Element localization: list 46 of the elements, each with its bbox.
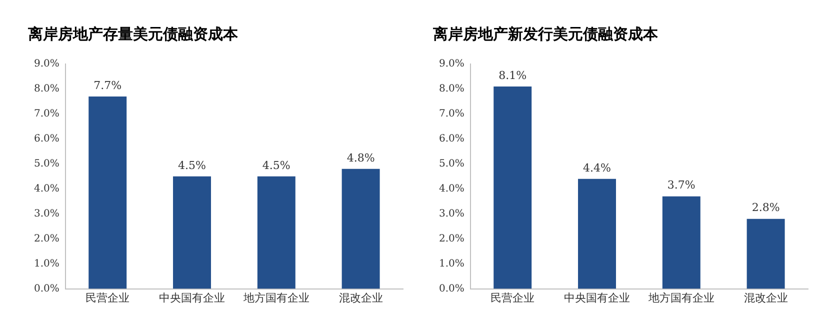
chart-title: 离岸房地产新发行美元债融资成本 (432, 24, 659, 43)
x-tick-label: 混改企业 (338, 291, 383, 304)
bar (342, 168, 380, 289)
y-tick-label: 6.0% (34, 134, 60, 145)
y-tick-label: 8.0% (439, 84, 464, 95)
data-label: 3.7% (667, 178, 696, 192)
x-tick-label: 混改企业 (744, 291, 788, 304)
y-tick-label: 4.0% (439, 183, 464, 194)
chart-title: 离岸房地产存量美元债融资成本 (27, 24, 239, 43)
y-tick-label: 0.0% (439, 283, 464, 294)
data-label: 8.1% (498, 68, 527, 82)
y-tick-label: 1.0% (439, 258, 464, 270)
bar (257, 176, 296, 289)
x-tick-label: 地方国有企业 (242, 291, 310, 304)
y-tick-label: 2.0% (439, 233, 464, 244)
bar (746, 218, 785, 289)
y-tick-label: 0.0% (34, 283, 60, 294)
y-tick-label: 4.0% (34, 183, 60, 194)
bar (578, 178, 616, 289)
bar (173, 176, 211, 289)
bar (662, 196, 700, 289)
y-tick-label: 6.0% (439, 134, 464, 145)
y-tick-label: 5.0% (439, 158, 464, 170)
data-label: 2.8% (752, 201, 780, 214)
y-tick-label: 2.0% (34, 233, 60, 244)
data-label: 4.8% (346, 151, 375, 164)
x-tick-label: 民营企业 (86, 291, 130, 304)
y-tick-label: 7.0% (34, 108, 60, 120)
y-tick-label: 5.0% (34, 158, 60, 170)
data-label: 4.4% (583, 161, 611, 174)
x-tick-label: 民营企业 (490, 291, 535, 304)
y-tick-label: 3.0% (439, 208, 464, 220)
x-tick-label: 地方国有企业 (647, 291, 714, 304)
y-tick-label: 7.0% (439, 108, 464, 120)
data-label: 4.5% (262, 158, 290, 172)
y-tick-label: 9.0% (439, 58, 464, 70)
x-tick-label: 中央国有企业 (564, 291, 630, 304)
data-label: 4.5% (178, 158, 206, 172)
x-tick-label: 中央国有企业 (159, 291, 226, 304)
y-tick-label: 9.0% (34, 58, 60, 70)
y-tick-label: 3.0% (34, 208, 60, 220)
data-label: 7.7% (94, 78, 122, 92)
bar (494, 86, 532, 289)
y-tick-label: 8.0% (34, 84, 60, 95)
y-tick-label: 1.0% (34, 258, 60, 270)
bar (88, 96, 127, 289)
